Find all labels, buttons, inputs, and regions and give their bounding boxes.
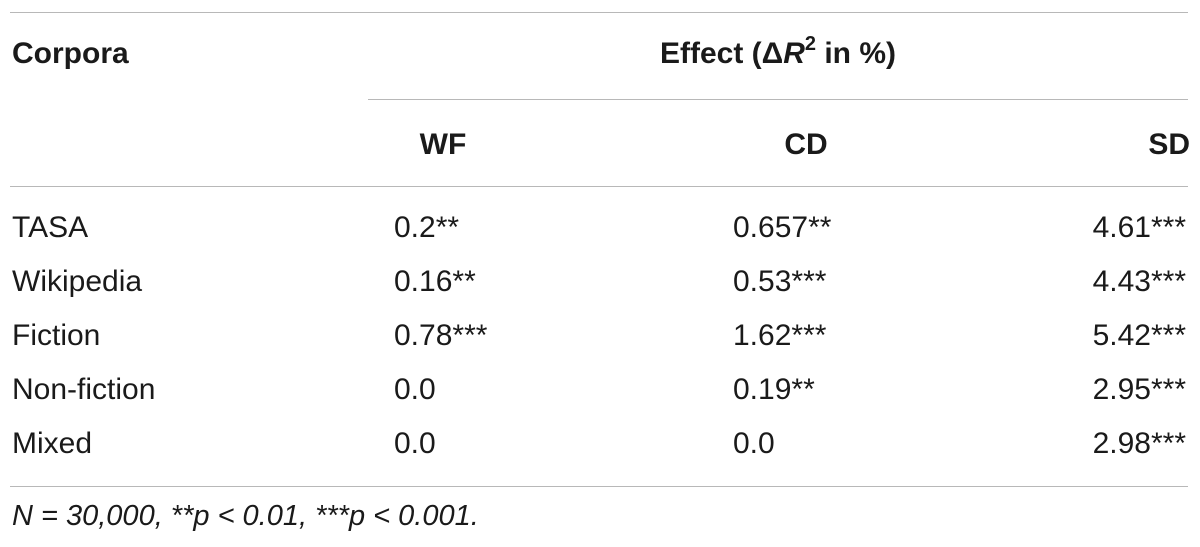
effect-group-rule [368, 99, 1188, 100]
effect-variable: R [783, 37, 805, 70]
row-corpus-name: Mixed [12, 427, 93, 460]
effect-suffix: in %) [816, 37, 897, 70]
table-footnote: N = 30,000, **p < 0.01, ***p < 0.001. [12, 500, 479, 532]
row-sd-value: 2.95*** [1092, 373, 1186, 406]
row-wf-value: 0.0 [394, 373, 436, 406]
row-cd-value: 0.19** [733, 373, 815, 406]
table-row: Fiction 0.78*** 1.62*** 5.42*** [0, 309, 1200, 363]
row-cd-value: 1.62*** [733, 319, 827, 352]
row-corpus-name: Wikipedia [12, 265, 143, 298]
row-corpus-name: Fiction [12, 319, 101, 352]
row-sd-value: 2.98*** [1092, 427, 1186, 460]
table-row: Wikipedia 0.16** 0.53*** 4.43*** [0, 255, 1200, 309]
column-header-cd: CD [784, 128, 828, 161]
row-cd-value: 0.53*** [733, 265, 827, 298]
effect-group-header: Effect (ΔR2 in %) [368, 34, 1188, 71]
row-sd-value: 4.43*** [1092, 265, 1186, 298]
row-wf-value: 0.2** [394, 211, 460, 244]
column-header-wf: WF [419, 128, 467, 161]
row-corpus-name: Non-fiction [12, 373, 156, 406]
column-header-sd: SD [1148, 128, 1190, 161]
row-wf-value: 0.78*** [394, 319, 488, 352]
table-row: Mixed 0.0 0.0 2.98*** [0, 417, 1200, 471]
table-bottom-rule [10, 486, 1188, 487]
row-corpus-name: TASA [12, 211, 89, 244]
row-sd-value: 4.61*** [1092, 211, 1186, 244]
row-cd-value: 0.0 [733, 427, 775, 460]
table-header-rule [10, 186, 1188, 187]
row-sd-value: 5.42*** [1092, 319, 1186, 352]
corpora-header: Corpora [12, 37, 129, 70]
row-cd-value: 0.657** [733, 211, 832, 244]
effect-prefix: Effect (Δ [659, 37, 784, 70]
row-wf-value: 0.16** [394, 265, 476, 298]
effect-superscript: 2 [804, 33, 817, 55]
row-wf-value: 0.0 [394, 427, 436, 460]
table-row: TASA 0.2** 0.657** 4.61*** [0, 201, 1200, 255]
table-top-rule [10, 12, 1188, 13]
table-row: Non-fiction 0.0 0.19** 2.95*** [0, 363, 1200, 417]
